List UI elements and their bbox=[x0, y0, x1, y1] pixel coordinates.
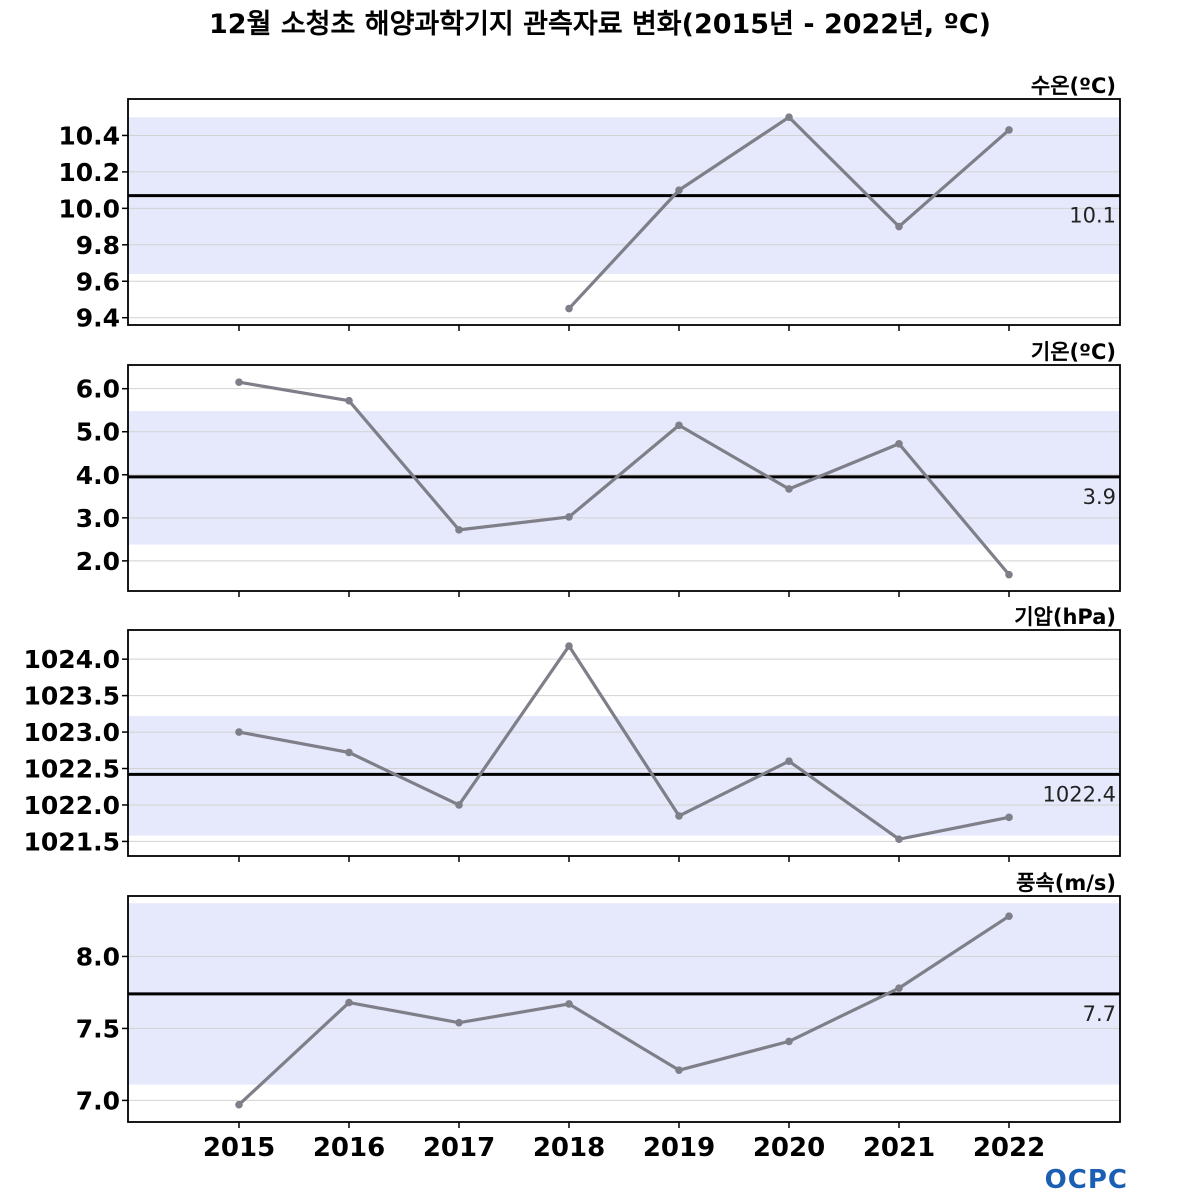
data-point-2022 bbox=[1005, 912, 1013, 920]
data-point-2016 bbox=[345, 998, 353, 1007]
data-point-2021 bbox=[895, 984, 903, 992]
data-point-2020 bbox=[785, 757, 793, 766]
data-point-2015 bbox=[235, 1100, 243, 1109]
panel-frame bbox=[127, 629, 1121, 857]
data-point-2022 bbox=[1005, 570, 1013, 579]
data-point-2019 bbox=[675, 1066, 683, 1074]
data-point-2018 bbox=[565, 642, 573, 650]
panel-ylabel: 풍속(m/s) bbox=[1016, 871, 1116, 895]
y-tick-label: 9.8 bbox=[76, 231, 120, 260]
data-point-2016 bbox=[345, 748, 353, 757]
y-tick-label: 1022.5 bbox=[24, 755, 120, 784]
y-tick-label: 1023.0 bbox=[24, 718, 120, 747]
data-point-2019 bbox=[675, 186, 683, 194]
data-point-2022 bbox=[1005, 126, 1013, 134]
chart-panels: 수온(ºC) 9.4 9.6 9.8 10.0 10.2 10.4 10.1 기온(ºC) 2.0… bbox=[24, 74, 1121, 1128]
y-tick-label: 1024.0 bbox=[24, 645, 120, 674]
y-tick-label: 7.0 bbox=[76, 1086, 120, 1115]
data-point-2018 bbox=[565, 304, 573, 313]
chart-panel-2: 기온(ºC) 2.0 3.0 4.0 5.0 6.0 3.9 bbox=[76, 340, 1121, 597]
mean-value-label: 10.1 bbox=[1069, 204, 1116, 228]
data-point-2022 bbox=[1005, 813, 1013, 822]
y-tick-label: 5.0 bbox=[76, 418, 120, 447]
y-tick-label: 1021.5 bbox=[24, 827, 120, 856]
y-tick-label: 4.0 bbox=[76, 461, 120, 490]
chart-panel-3: 기압(hPa) 1021.5 1022.0 1022.5 1023.0 1023.5 102… bbox=[24, 605, 1121, 862]
panel-frame bbox=[127, 364, 1121, 592]
y-tick-label: 10.4 bbox=[58, 121, 120, 150]
x-axis: 2015 2016 2017 2018 2019 2020 2021 2022 bbox=[203, 1133, 1045, 1163]
x-tick-label-2021: 2021 bbox=[863, 1133, 935, 1163]
series-line bbox=[237, 914, 1010, 1106]
y-tick-label: 9.4 bbox=[76, 304, 120, 333]
mean-value-label: 1022.4 bbox=[1043, 782, 1116, 806]
data-point-2019 bbox=[675, 421, 683, 430]
x-tick-label-2018: 2018 bbox=[533, 1133, 605, 1163]
data-point-2015 bbox=[235, 378, 243, 387]
x-tick-label-2017: 2017 bbox=[423, 1133, 495, 1163]
chart-title: 12월 소청초 해양과학기지 관측자료 변화(2015년 - 2022년, ºC… bbox=[209, 9, 991, 40]
mean-value-label: 7.7 bbox=[1083, 1002, 1116, 1026]
x-tick-label-2022: 2022 bbox=[973, 1133, 1045, 1163]
y-tick-label: 7.5 bbox=[76, 1014, 120, 1043]
data-point-2021 bbox=[895, 222, 903, 231]
y-tick-label: 8.0 bbox=[76, 942, 120, 971]
data-point-2018 bbox=[565, 1000, 573, 1008]
panel-ylabel: 기온(ºC) bbox=[1031, 340, 1116, 364]
ocpc-logo: OCPC bbox=[1045, 1165, 1128, 1195]
mean-value-label: 3.9 bbox=[1083, 485, 1116, 509]
data-point-2021 bbox=[895, 439, 903, 448]
y-tick-label: 10.0 bbox=[58, 194, 120, 223]
data-point-2016 bbox=[345, 396, 353, 405]
data-point-2019 bbox=[675, 812, 683, 820]
data-point-2020 bbox=[785, 113, 793, 122]
y-tick-label: 9.6 bbox=[76, 267, 120, 296]
data-point-2020 bbox=[785, 1037, 793, 1046]
series-line bbox=[238, 380, 1011, 576]
panel-frame bbox=[127, 98, 1121, 326]
x-tick-label-2020: 2020 bbox=[753, 1133, 825, 1163]
y-tick-label: 1022.0 bbox=[24, 791, 120, 820]
data-point-2020 bbox=[785, 485, 793, 493]
x-tick-label-2015: 2015 bbox=[203, 1133, 275, 1163]
data-point-2015 bbox=[235, 728, 243, 736]
panel-frame bbox=[127, 895, 1121, 1123]
panel-ylabel: 기압(hPa) bbox=[1014, 605, 1116, 629]
series-line bbox=[238, 644, 1010, 841]
y-tick-label: 1023.5 bbox=[24, 682, 120, 711]
y-tick-label: 10.2 bbox=[58, 158, 120, 187]
chart-panel-1: 수온(ºC) 9.4 9.6 9.8 10.0 10.2 10.4 10.1 bbox=[58, 74, 1121, 333]
panel-ylabel: 수온(ºC) bbox=[1031, 74, 1116, 98]
data-point-2021 bbox=[895, 835, 903, 844]
x-tick-label-2019: 2019 bbox=[643, 1133, 715, 1163]
chart-panel-4: 풍속(m/s) 7.0 7.5 8.0 7.7 bbox=[76, 871, 1121, 1128]
y-tick-label: 3.0 bbox=[76, 504, 120, 533]
data-point-2017 bbox=[455, 801, 463, 809]
data-point-2017 bbox=[455, 1018, 463, 1027]
data-point-2017 bbox=[455, 526, 463, 534]
data-point-2018 bbox=[565, 513, 573, 521]
y-tick-label: 6.0 bbox=[76, 375, 120, 404]
x-tick-label-2016: 2016 bbox=[313, 1133, 385, 1163]
y-tick-label: 2.0 bbox=[76, 547, 120, 576]
